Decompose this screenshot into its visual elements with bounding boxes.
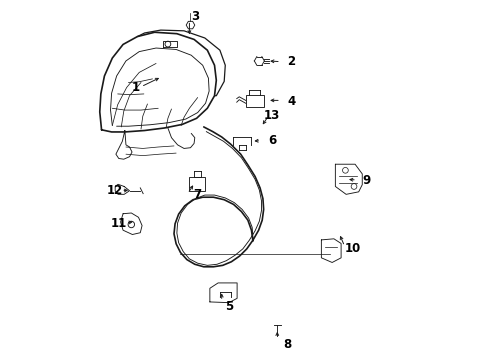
Text: 13: 13	[264, 109, 280, 122]
Text: 7: 7	[194, 188, 202, 201]
Bar	[245, 95, 264, 107]
Text: 11: 11	[111, 217, 127, 230]
Text: 12: 12	[107, 184, 123, 197]
Text: 8: 8	[283, 338, 292, 351]
Text: 10: 10	[344, 242, 361, 255]
Text: 5: 5	[225, 300, 233, 313]
Text: 1: 1	[131, 81, 140, 94]
Text: 4: 4	[288, 95, 296, 108]
Text: 3: 3	[191, 10, 199, 23]
Text: 9: 9	[363, 174, 371, 186]
Bar	[189, 177, 205, 192]
Text: 6: 6	[268, 134, 276, 147]
Text: 2: 2	[288, 55, 295, 68]
